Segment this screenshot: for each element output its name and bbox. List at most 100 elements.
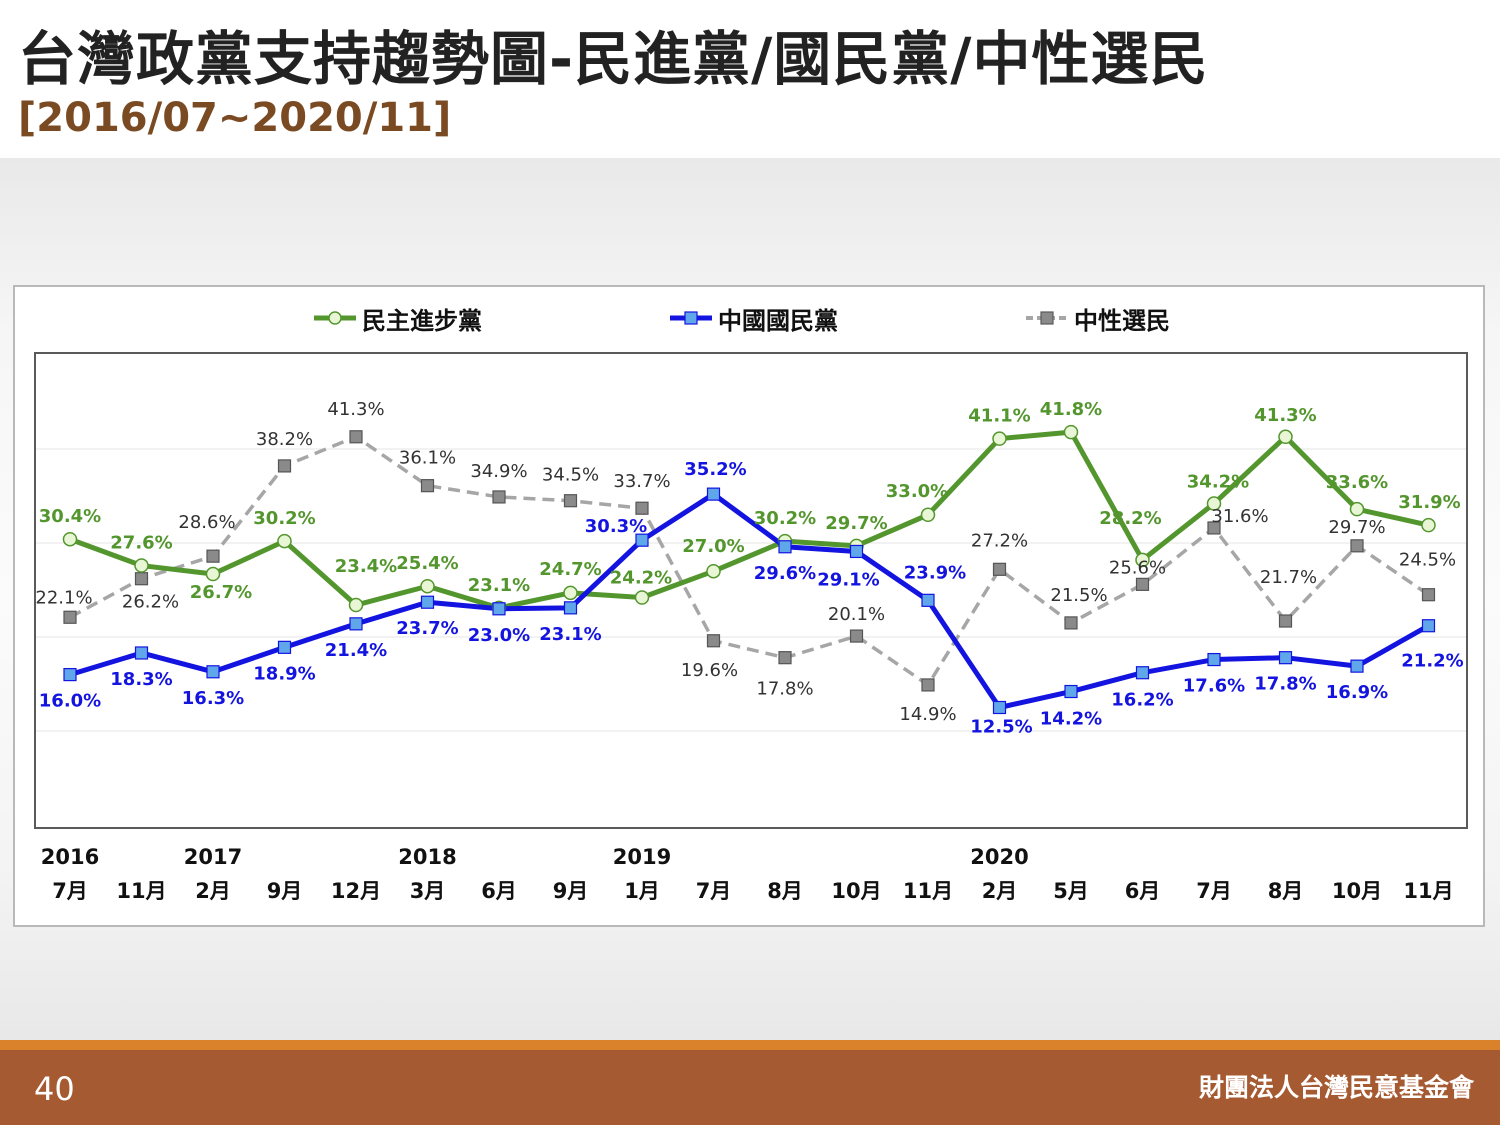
kmt-point [1135,666,1150,680]
legend-dashed-square-icon [1026,311,1068,325]
x-month-label: 7月 [1196,879,1232,903]
neutral-data-label: 41.3% [327,399,384,420]
dpp-point [277,533,292,549]
kmt-series-line [69,491,1430,710]
kmt-data-label: 21.4% [325,640,387,661]
kmt-data-label: 35.2% [684,459,746,480]
dpp-data-label: 23.4% [335,556,397,577]
neutral-data-label: 34.9% [470,461,527,482]
legend-line-square-icon [670,311,712,325]
kmt-data-label: 23.9% [904,562,966,583]
dpp-series-line [69,429,1430,611]
neutral-data-label: 29.7% [1328,517,1385,538]
slide-title: 台灣政黨支持趨勢圖-民進黨/國民黨/中性選民 [18,25,1209,93]
dpp-point [706,563,721,579]
kmt-point [1064,684,1078,699]
x-month-label: 9月 [553,879,589,903]
kmt-point [921,593,935,607]
dpp-point [62,531,78,547]
neutral-data-label: 38.2% [256,429,313,450]
neutral-series-line [69,435,1430,687]
kmt-data-label: 21.2% [1401,651,1463,672]
x-month-label: 12月 [331,879,381,903]
kmt-point [992,700,1007,715]
neutral-data-label: 24.5% [1399,550,1456,571]
kmt-point [1207,652,1221,667]
neutral-data-label: 22.1% [35,587,92,608]
x-year-label: 2016 [41,845,99,869]
kmt-point [1421,619,1436,633]
neutral-point [134,572,149,586]
dpp-point [1206,496,1222,511]
plot-area [34,352,1468,829]
dpp-data-label: 41.3% [1254,405,1316,426]
kmt-data-label: 23.1% [539,624,601,645]
kmt-data-label: 16.9% [1326,682,1388,703]
neutral-data-label: 33.7% [613,471,670,492]
x-month-label: 9月 [267,879,303,903]
kmt-point [277,640,292,654]
neutral-data-label: 17.8% [756,679,813,700]
kmt-point [778,540,792,554]
page-number: 40 [34,1070,75,1108]
neutral-point [778,651,792,665]
neutral-point [992,562,1007,576]
neutral-point [563,494,578,508]
x-month-label: 11月 [903,879,953,903]
kmt-data-label: 12.5% [970,717,1032,738]
dpp-point [563,585,578,601]
dpp-data-label: 28.2% [1099,508,1161,529]
organization-name: 財團法人台灣民意基金會 [1198,1073,1474,1102]
neutral-data-label: 20.1% [828,604,885,625]
neutral-data-label: 14.9% [899,704,956,725]
x-month-label: 3月 [410,879,446,903]
dpp-point [1135,552,1150,568]
x-month-label: 1月 [624,879,660,903]
neutral-data-label: 36.1% [399,448,456,469]
dpp-point [134,558,149,573]
dpp-data-label: 27.6% [110,533,172,554]
kmt-data-label: 16.3% [182,688,244,709]
neutral-point [349,430,363,444]
dpp-data-label: 23.1% [468,575,530,596]
dpp-point [920,507,936,523]
kmt-data-label: 17.6% [1183,676,1245,697]
neutral-point [849,629,864,643]
legend-label: 中性選民 [1074,306,1170,335]
neutral-data-label: 25.6% [1109,557,1166,578]
legend-label: 中國國民黨 [718,306,838,335]
kmt-data-label: 29.1% [817,569,879,590]
dpp-point [1349,501,1365,517]
dpp-data-label: 41.8% [1040,399,1102,420]
x-month-label: 11月 [1403,879,1453,903]
legend-item-dpp: 民主進步黨 [312,300,482,336]
kmt-data-label: 16.2% [1111,690,1173,711]
neutral-point [1278,614,1293,628]
kmt-point [420,595,435,609]
kmt-data-label: 30.3% [585,516,647,537]
neutral-data-label: 21.5% [1050,585,1107,606]
kmt-point [134,646,149,660]
x-month-label: 6月 [481,879,517,903]
dpp-data-label: 30.2% [754,508,816,529]
dpp-data-label: 34.2% [1187,472,1249,493]
x-month-label: 8月 [1268,879,1304,903]
kmt-data-label: 17.8% [1254,674,1316,695]
dpp-data-label: 30.2% [253,508,315,529]
neutral-point [1064,616,1078,630]
x-year-label: 2018 [398,845,456,869]
dpp-point [992,431,1007,446]
dpp-point [634,590,650,605]
x-month-label: 2月 [982,879,1018,903]
dpp-data-label: 33.0% [886,481,948,502]
neutral-point [1135,577,1150,591]
dpp-data-label: 30.4% [39,506,101,527]
neutral-point [921,678,935,692]
neutral-point [277,459,292,473]
neutral-data-label: 34.5% [542,465,599,486]
kmt-point [349,617,363,631]
dpp-point [420,578,435,594]
dpp-point [205,566,221,582]
kmt-data-label: 29.6% [754,563,816,584]
